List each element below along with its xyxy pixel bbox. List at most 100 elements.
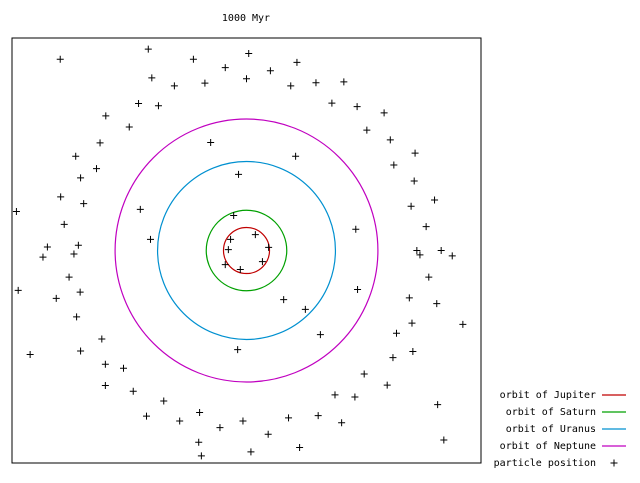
particle — [352, 225, 360, 233]
particle — [154, 102, 162, 110]
particle — [239, 417, 247, 425]
particle — [72, 152, 80, 160]
particle — [264, 430, 272, 438]
particle — [316, 331, 324, 339]
particle — [148, 74, 156, 82]
particle — [296, 444, 304, 452]
particle — [408, 319, 416, 327]
orbit — [222, 226, 271, 275]
legend-label: orbit of Neptune — [500, 441, 596, 452]
particle — [411, 149, 419, 157]
particle — [328, 99, 336, 107]
particle — [351, 393, 359, 401]
particle — [340, 78, 348, 86]
particle — [230, 212, 238, 220]
particle — [201, 79, 209, 87]
particle — [285, 414, 293, 422]
orbit — [114, 118, 379, 383]
legend-label: orbit of Saturn — [506, 407, 596, 418]
particle — [431, 196, 439, 204]
particle — [360, 370, 368, 378]
particle — [235, 170, 243, 178]
particle — [170, 82, 178, 90]
particle — [301, 305, 309, 313]
legend-label: orbit of Uranus — [506, 424, 596, 435]
particle — [243, 75, 250, 83]
particle — [440, 436, 448, 444]
particle — [265, 243, 273, 251]
particle — [129, 387, 137, 395]
particle — [144, 45, 152, 53]
particle — [101, 382, 109, 390]
particle — [392, 329, 400, 337]
legend-label: particle position — [494, 458, 596, 469]
chart-title: 1000 Myr — [222, 13, 270, 24]
particle — [459, 320, 467, 328]
particle — [101, 360, 109, 368]
particle — [422, 223, 430, 231]
particle — [96, 139, 104, 147]
plot-frame — [11, 37, 482, 464]
particle — [413, 247, 421, 254]
particle — [227, 235, 235, 243]
particle — [43, 243, 51, 251]
particle — [65, 273, 73, 281]
particle — [405, 294, 413, 302]
orbit — [205, 209, 288, 292]
particle — [224, 246, 232, 254]
particle — [247, 448, 255, 456]
legend-label: orbit of Jupiter — [500, 390, 596, 401]
particle — [312, 79, 320, 87]
particle — [287, 82, 295, 90]
particle — [221, 64, 229, 72]
particle — [266, 67, 274, 75]
particle — [146, 235, 154, 243]
particle — [314, 412, 322, 420]
particle — [77, 347, 85, 355]
particle — [52, 294, 60, 302]
particle — [125, 123, 133, 131]
particle — [383, 381, 391, 389]
particle — [338, 419, 346, 427]
particle — [176, 417, 184, 425]
particle — [70, 250, 78, 258]
particle — [14, 286, 22, 294]
particle — [407, 202, 415, 210]
particle — [236, 266, 244, 274]
particle — [160, 397, 168, 405]
particle — [195, 438, 203, 446]
particle — [416, 251, 424, 259]
particle — [135, 100, 143, 108]
particle — [57, 193, 65, 201]
particle — [293, 58, 301, 66]
particle — [251, 231, 259, 239]
particle — [189, 55, 197, 63]
particle — [143, 412, 151, 420]
particle — [196, 409, 204, 417]
particle — [437, 247, 445, 254]
particle — [363, 126, 371, 134]
particle — [216, 424, 224, 432]
particle — [409, 347, 417, 355]
particle — [102, 112, 110, 120]
particle — [60, 220, 68, 228]
particle — [39, 253, 47, 261]
particle — [56, 55, 64, 63]
particle — [221, 261, 229, 269]
particle — [98, 335, 106, 343]
particle — [380, 109, 388, 117]
particle — [280, 296, 288, 304]
particle — [76, 288, 84, 296]
particle — [12, 208, 20, 216]
particle — [74, 241, 82, 249]
particle — [93, 165, 101, 173]
particle — [197, 452, 205, 460]
particle — [245, 49, 253, 57]
particle — [390, 161, 398, 169]
particle — [389, 354, 397, 362]
legend-marker — [610, 459, 618, 467]
particle — [433, 300, 441, 308]
particle — [136, 205, 144, 213]
particle — [234, 346, 242, 354]
